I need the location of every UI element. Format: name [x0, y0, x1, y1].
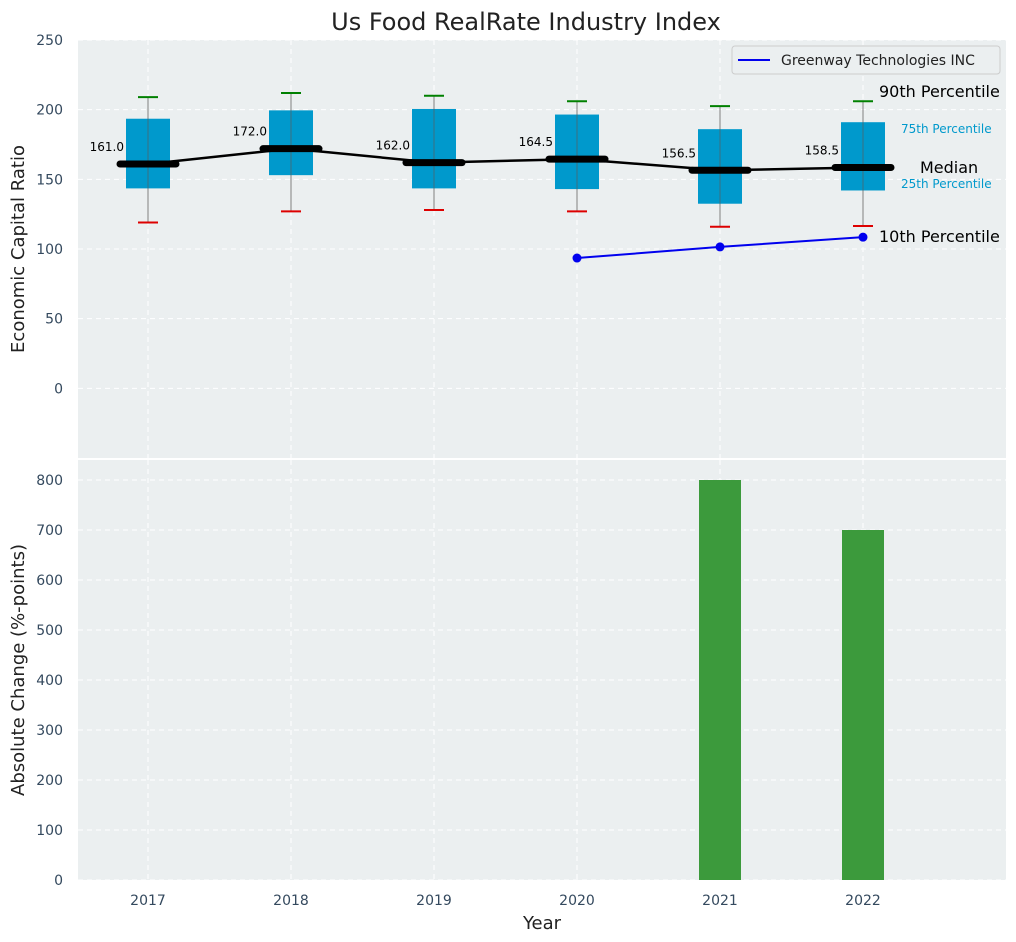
- bottom-y-axis-label: Absolute Change (%-points): [8, 544, 29, 796]
- x-axis-label: Year: [522, 913, 562, 934]
- x-ticks: 2017 2018 2019 2020 2021 2022: [130, 893, 881, 909]
- x-tick-label: 2021: [702, 893, 738, 909]
- x-tick-label: 2017: [130, 893, 166, 909]
- bottom-y-tick-label: 100: [36, 823, 63, 839]
- top-y-tick-label: 250: [36, 33, 63, 49]
- annotation-p75: 75th Percentile: [901, 122, 992, 136]
- top-y-tick-label: 150: [36, 172, 63, 188]
- top-grid: [78, 39, 1006, 458]
- annotation-p25: 25th Percentile: [901, 177, 992, 191]
- top-y-tick-label: 0: [54, 381, 63, 397]
- median-value-label: 158.5: [805, 143, 839, 157]
- bottom-y-tick-label: 0: [54, 873, 63, 889]
- box-2020: [555, 100, 599, 213]
- box-2019: [412, 94, 456, 211]
- bottom-y-tick-label: 500: [36, 623, 63, 639]
- annotation-median: Median: [920, 158, 978, 177]
- bottom-y-ticks: 0 100 200 300 400 500 600 700 800: [36, 473, 63, 889]
- median-value-label: 161.0: [90, 140, 124, 154]
- annotation-p10: 10th Percentile: [879, 227, 1000, 246]
- legend-box: [731, 45, 1001, 75]
- box-2018: [269, 91, 313, 213]
- change-bars: [699, 480, 884, 880]
- median-value-label: 156.5: [662, 146, 696, 160]
- median-value-label: 164.5: [519, 135, 553, 149]
- legend-label-greenway: Greenway Technologies INC: [781, 53, 975, 69]
- chart-title: Us Food RealRate Industry Index: [331, 8, 721, 36]
- bottom-y-tick-label: 700: [36, 523, 63, 539]
- bottom-y-tick-label: 200: [36, 773, 63, 789]
- x-tick-label: 2019: [416, 893, 452, 909]
- box-plots: 161.0 172.0 162.0 164.5 156.5 158.5: [90, 91, 895, 228]
- company-series: [572, 232, 868, 263]
- bottom-y-tick-label: 600: [36, 573, 63, 589]
- bar-2022: [842, 530, 884, 880]
- legend: Greenway Technologies INC: [731, 45, 1001, 75]
- x-tick-label: 2022: [845, 893, 881, 909]
- bar-2021: [699, 480, 741, 880]
- box-2022: [841, 100, 885, 228]
- top-y-tick-label: 100: [36, 242, 63, 258]
- x-tick-label: 2020: [559, 893, 595, 909]
- box-2021: [698, 105, 742, 228]
- annotation-p90: 90th Percentile: [879, 82, 1000, 101]
- top-y-axis-label: Economic Capital Ratio: [8, 145, 29, 353]
- series-point-greenway: [572, 253, 582, 263]
- bottom-y-tick-label: 800: [36, 473, 63, 489]
- median-value-label: 172.0: [233, 125, 267, 139]
- series-point-greenway: [715, 242, 725, 252]
- box-2017: [126, 96, 170, 224]
- top-y-ticks: 0 50 100 150 200 250: [36, 33, 63, 397]
- bottom-y-tick-label: 300: [36, 723, 63, 739]
- top-y-tick-label: 200: [36, 103, 63, 119]
- top-y-tick-label: 50: [45, 312, 63, 328]
- median-value-label: 162.0: [376, 139, 410, 153]
- bottom-y-tick-label: 400: [36, 673, 63, 689]
- bottom-grid: [78, 460, 1006, 881]
- series-point-greenway: [858, 232, 868, 242]
- x-tick-label: 2018: [273, 893, 309, 909]
